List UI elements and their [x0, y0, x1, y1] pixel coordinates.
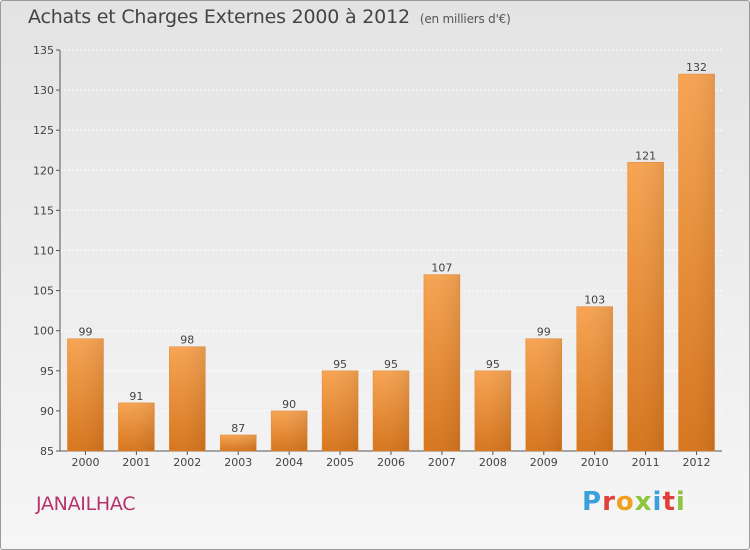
x-tick-label: 2002	[173, 456, 201, 469]
bar-shade	[169, 346, 206, 451]
x-tick-label: 2010	[581, 456, 609, 469]
x-tick-label: 2011	[632, 456, 660, 469]
bar-shade	[474, 370, 511, 451]
bar-shade	[373, 370, 409, 451]
y-tick-label: 120	[33, 164, 54, 177]
y-tick-label: 85	[40, 445, 54, 458]
y-tick-label: 125	[33, 124, 54, 137]
bar-shade	[576, 306, 613, 451]
data-label: 99	[78, 326, 92, 339]
data-label: 91	[129, 390, 143, 403]
y-tick-label: 110	[33, 245, 54, 258]
bars	[67, 73, 715, 452]
x-tick-label: 2003	[224, 456, 252, 469]
x-tick-label: 2005	[326, 456, 354, 469]
x-tick-label: 2001	[122, 456, 150, 469]
data-label: 95	[333, 358, 347, 371]
y-tick-label: 115	[33, 204, 54, 217]
data-label: 107	[431, 262, 452, 275]
bar-shade	[525, 338, 562, 451]
bar-shade	[271, 410, 308, 451]
bar-shade	[423, 274, 460, 451]
data-label: 95	[384, 358, 398, 371]
data-label: 132	[686, 61, 707, 74]
commune-name: JANAILHAC	[36, 493, 136, 515]
bar-shade	[118, 402, 155, 451]
bar-shade	[678, 74, 715, 451]
bar-shade	[220, 434, 257, 451]
x-tick-label: 2008	[479, 456, 507, 469]
data-label: 90	[282, 398, 296, 411]
data-label: 87	[231, 422, 245, 435]
data-label: 121	[635, 149, 656, 162]
y-tick-label: 135	[33, 44, 54, 57]
data-label: 103	[584, 294, 605, 307]
y-tick-label: 105	[33, 285, 54, 298]
data-label: 98	[180, 334, 194, 347]
bar-shade	[322, 370, 359, 451]
data-label: 99	[537, 326, 551, 339]
y-tick-label: 130	[33, 84, 54, 97]
x-tick-label: 2007	[428, 456, 456, 469]
data-label: 95	[486, 358, 500, 371]
bar-shade	[67, 338, 104, 451]
bar-shade	[627, 162, 664, 451]
proxiti-logo: Proxiti	[582, 487, 686, 517]
y-tick-label: 100	[33, 325, 54, 338]
x-tick-label: 2009	[530, 456, 558, 469]
chart-title-block: Achats et Charges Externes 2000 à 2012 (e…	[28, 6, 511, 28]
chart-unit: (en milliers d'€)	[419, 12, 511, 26]
chart-title: Achats et Charges Externes 2000 à 2012	[28, 6, 410, 28]
y-tick-label: 95	[40, 365, 54, 378]
x-tick-label: 2006	[377, 456, 405, 469]
labels: 85 90 95 100 105 110 115 120 125 130 135 99 2000 91 20…	[33, 44, 711, 469]
x-tick-label: 2004	[275, 456, 303, 469]
x-tick-label: 2000	[71, 456, 99, 469]
y-tick-label: 90	[40, 405, 54, 418]
x-tick-label: 2012	[683, 456, 711, 469]
